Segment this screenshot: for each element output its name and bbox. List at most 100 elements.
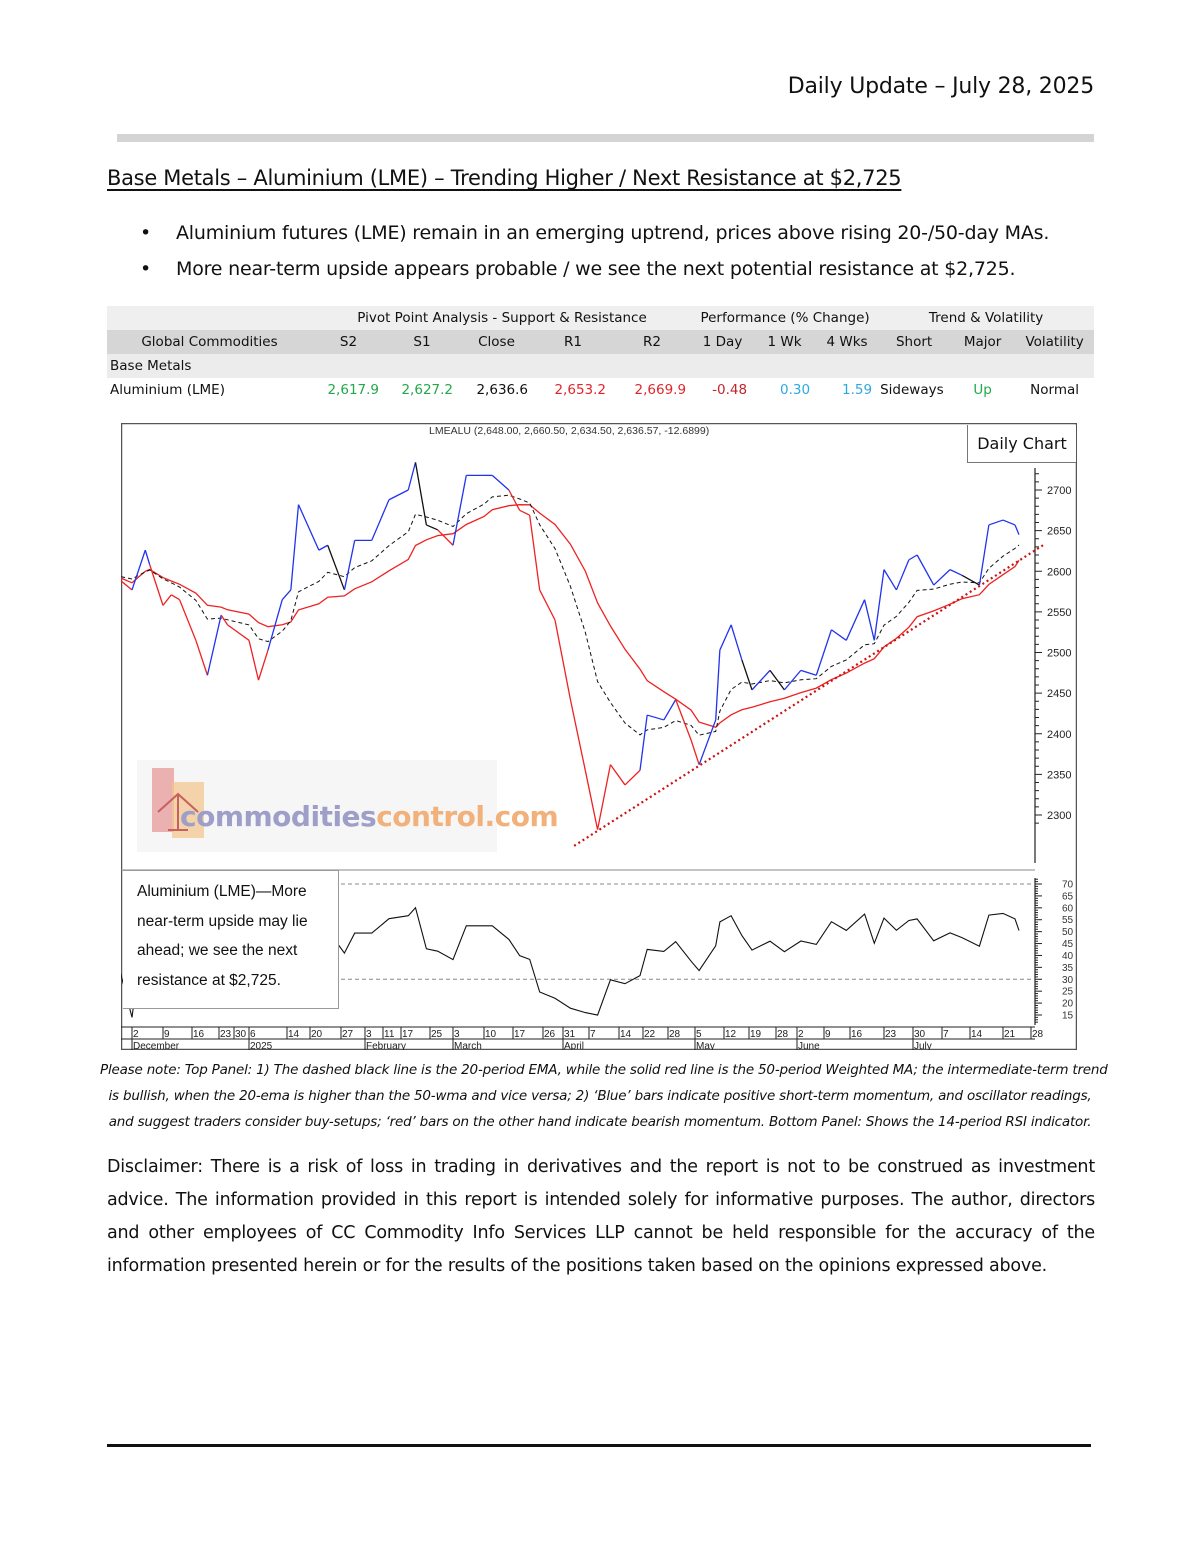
price-tick-label: 2650	[1047, 526, 1071, 538]
date-tick-label: 14	[971, 1029, 983, 1040]
chart-note: and suggest traders consider buy-setups;…	[108, 1114, 1092, 1130]
cell-major: Up	[950, 378, 1016, 402]
price-segment	[452, 475, 467, 546]
cell-r1: 2,653.2	[534, 378, 612, 402]
price-segment	[730, 624, 743, 661]
price-segment	[769, 669, 785, 691]
price-segment	[646, 714, 665, 721]
price-segment	[584, 770, 599, 830]
month-label: May	[696, 1041, 715, 1050]
rsi-tick-label: 20	[1062, 999, 1074, 1010]
watermark-text: commoditiescontrol.com	[180, 800, 559, 833]
price-segment	[343, 540, 356, 591]
table-corner	[107, 306, 312, 330]
price-segment	[624, 769, 641, 786]
bullet-item: • More near-term upside appears probable …	[140, 258, 1016, 280]
price-segment	[290, 504, 300, 590]
price-segment	[162, 594, 172, 606]
date-tick-label: 28	[1032, 1029, 1044, 1040]
price-segment	[144, 549, 151, 565]
column-header: S1	[385, 330, 459, 354]
date-tick-label: 17	[402, 1029, 414, 1040]
commoditiescontrol-logo-icon	[152, 768, 204, 838]
chart-note: Please note: Top Panel: 1) The dashed bl…	[100, 1062, 1108, 1078]
bullet-icon: •	[140, 222, 152, 244]
price-segment	[863, 599, 875, 641]
price-segment	[908, 554, 918, 561]
date-tick-label: 9	[825, 1029, 831, 1040]
month-label: December	[133, 1041, 180, 1050]
header-divider	[117, 134, 1094, 142]
date-tick-label: 2	[133, 1029, 139, 1040]
month-label: March	[454, 1041, 482, 1050]
price-segment	[414, 462, 428, 526]
cell-4-wks: 1.59	[816, 378, 879, 402]
date-tick-label: 20	[311, 1029, 323, 1040]
rsi-tick-label: 15	[1062, 1011, 1074, 1022]
column-header: R1	[534, 330, 612, 354]
price-segment	[831, 629, 847, 641]
price-segment	[554, 619, 572, 700]
footer-rule	[107, 1444, 1091, 1447]
price-segment	[149, 564, 164, 606]
price-segment	[639, 714, 648, 771]
month-label: 2025	[250, 1041, 273, 1050]
date-tick-label: 27	[342, 1029, 354, 1040]
price-tick-label: 2450	[1047, 688, 1071, 700]
bullet-text: More near-term upside appears probable /…	[176, 258, 1016, 280]
date-tick-label: 19	[750, 1029, 762, 1040]
price-segment	[267, 599, 283, 651]
date-tick-label: 28	[669, 1029, 681, 1040]
rsi-tick-label: 35	[1062, 963, 1074, 974]
ema20-line	[121, 494, 1020, 736]
section-label: Base Metals	[107, 354, 1095, 378]
price-segment	[1002, 519, 1016, 526]
date-tick-label: 16	[851, 1029, 863, 1040]
cell-s1: 2,627.2	[385, 378, 459, 402]
price-segment	[195, 640, 209, 676]
price-tick-label: 2300	[1047, 810, 1071, 822]
cell-short: Sideways	[878, 378, 951, 402]
price-segment	[845, 599, 866, 641]
rsi-tick-label: 25	[1062, 987, 1074, 998]
date-tick-label: 9	[164, 1029, 170, 1040]
date-tick-label: 14	[288, 1029, 300, 1040]
price-segment	[519, 509, 530, 516]
rsi-tick-label: 50	[1062, 927, 1074, 938]
date-tick-label: 23	[885, 1029, 897, 1040]
price-tick-label: 2500	[1047, 648, 1071, 660]
cell-volatility: Normal	[1015, 378, 1095, 402]
date-tick-label: 6	[250, 1029, 256, 1040]
rsi-tick-label: 30	[1062, 975, 1074, 986]
month-label: April	[564, 1041, 584, 1050]
column-header: Volatility	[1015, 330, 1095, 354]
price-segment	[961, 574, 980, 586]
price-segment	[698, 719, 717, 765]
price-segment	[178, 599, 197, 641]
pivot-table: Pivot Point Analysis - Support & Resista…	[107, 306, 1095, 402]
page-title: Base Metals – Aluminium (LME) – Trending…	[107, 166, 902, 190]
group-header-performance: Performance (% Change)	[692, 306, 879, 330]
date-tick-label: 11	[384, 1029, 395, 1040]
date-tick-label: 14	[620, 1029, 632, 1040]
daily-chart-label: Daily Chart	[967, 425, 1076, 463]
price-segment	[988, 519, 1004, 526]
price-segment	[121, 580, 133, 591]
chart-note: is bullish, when the 20-ema is higher th…	[108, 1088, 1092, 1104]
date-tick-label: 7	[943, 1029, 949, 1040]
price-segment	[248, 640, 260, 681]
date-tick-label: 10	[485, 1029, 497, 1040]
price-segment	[609, 764, 626, 786]
price-segment	[529, 515, 541, 591]
rsi-tick-label: 40	[1062, 951, 1074, 962]
date-tick-label: 12	[725, 1029, 737, 1040]
date-tick-label: 31	[564, 1029, 576, 1040]
price-segment	[741, 659, 753, 691]
price-segment	[596, 764, 612, 830]
date-tick-label: 3	[366, 1029, 372, 1040]
price-segment	[800, 669, 817, 676]
price-segment	[978, 524, 990, 586]
column-header: R2	[612, 330, 693, 354]
price-segment	[327, 545, 346, 591]
price-segment	[131, 549, 146, 591]
